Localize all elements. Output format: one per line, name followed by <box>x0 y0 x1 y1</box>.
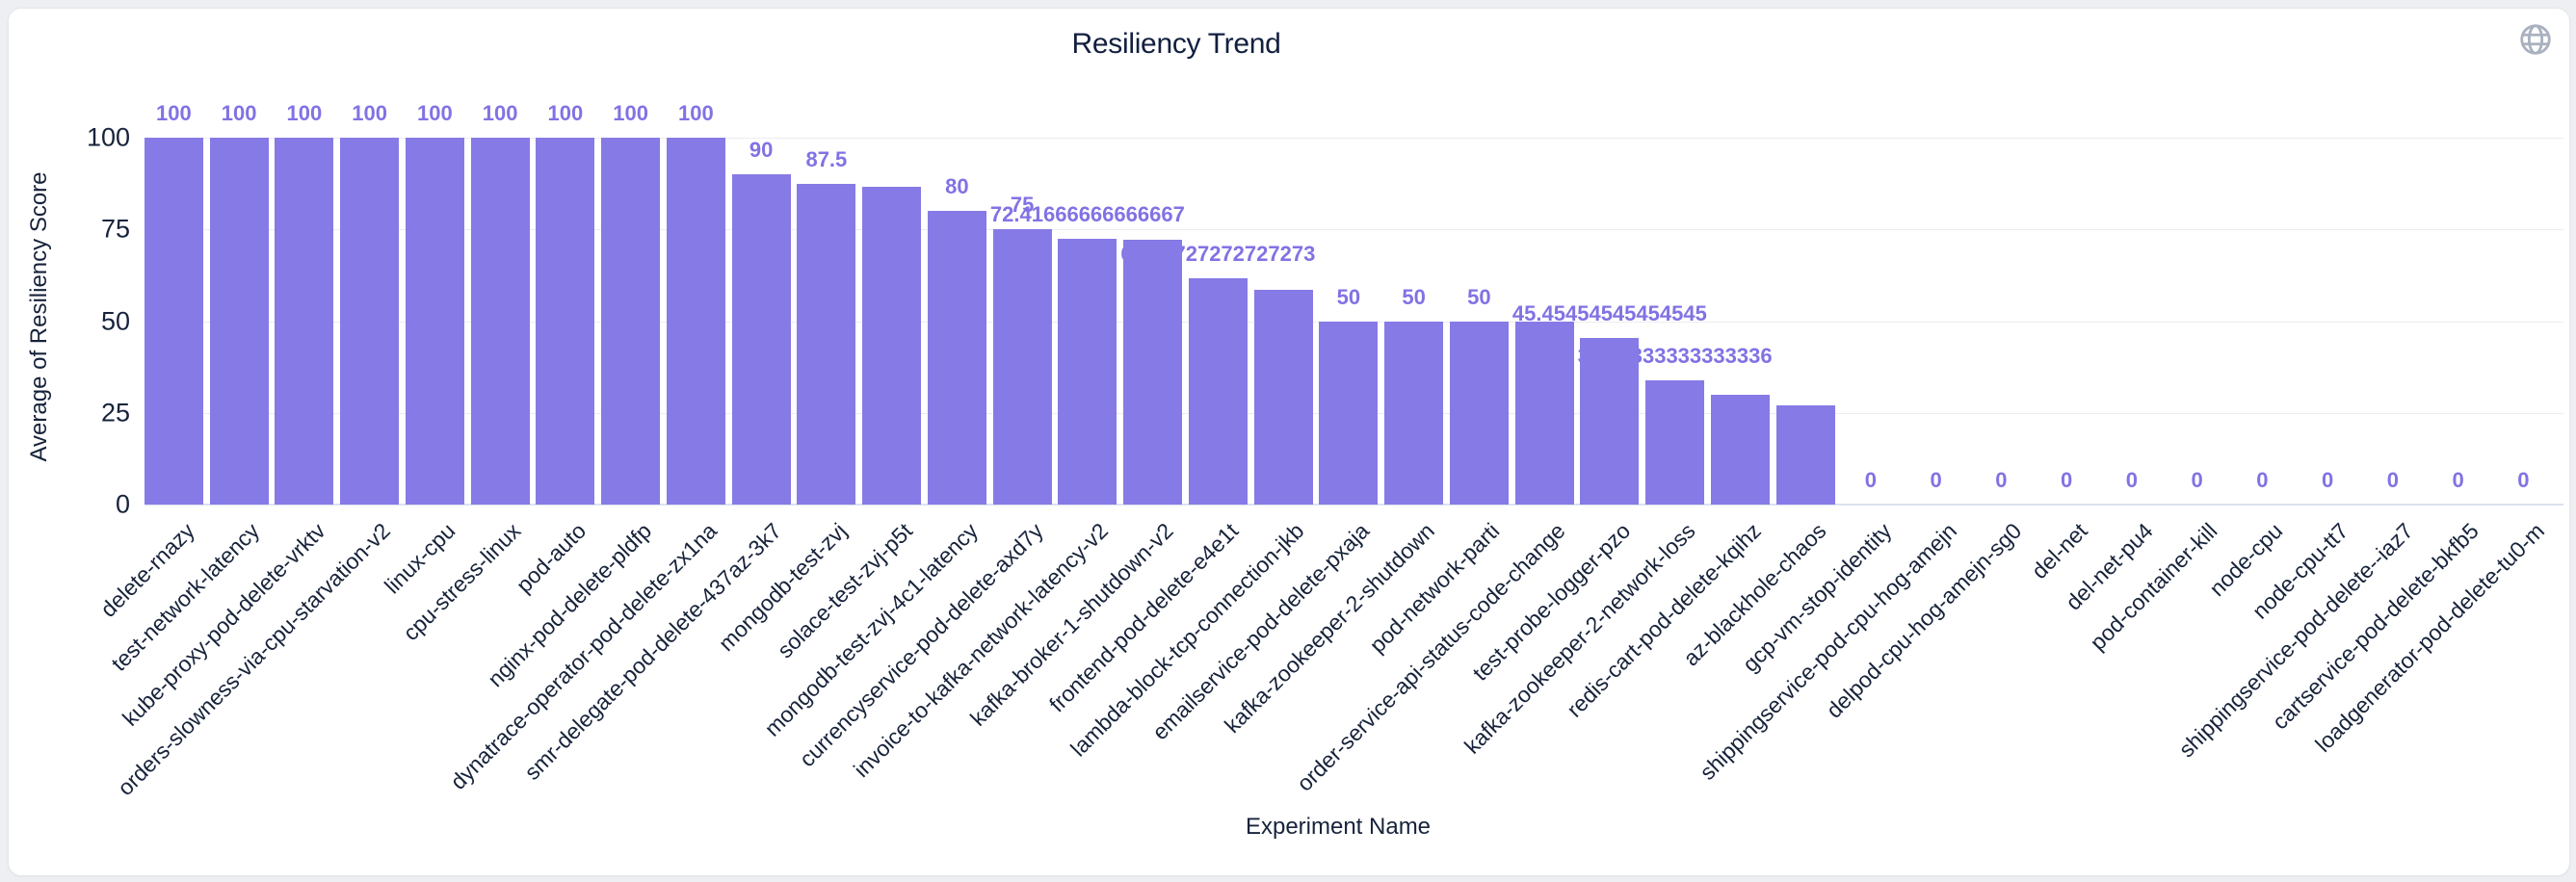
bar[interactable] <box>927 211 986 505</box>
plot-area: Average of Resiliency Score Experiment N… <box>9 9 2569 875</box>
bar[interactable] <box>731 174 791 505</box>
bar-value-label: 0 <box>2125 468 2138 492</box>
x-axis-title: Experiment Name <box>1245 814 1432 840</box>
bar[interactable] <box>1188 277 1248 505</box>
bar[interactable] <box>1645 380 1705 505</box>
bar-value-label: 0 <box>2191 468 2203 492</box>
bar-value-label: 80 <box>945 174 969 199</box>
bar[interactable] <box>601 138 661 505</box>
chart-title: Resiliency Trend <box>1071 28 1281 60</box>
bar-value-label: 87.5 <box>805 146 848 171</box>
bar-value-label: 75 <box>1010 193 1035 218</box>
x-axis-line <box>145 504 2563 506</box>
bar[interactable] <box>666 138 725 505</box>
bar[interactable] <box>1123 239 1183 505</box>
bar[interactable] <box>797 183 856 505</box>
bar-value-label: 72.41666666666667 <box>989 202 1185 227</box>
bar-value-label: 0 <box>2452 468 2464 492</box>
bar-value-label: 100 <box>286 101 323 125</box>
y-axis-tick-label: 0 <box>115 489 130 519</box>
bar-value-label: 50 <box>1402 284 1426 309</box>
bar-value-label: 0 <box>1995 468 2008 492</box>
x-axis-tick-label: shippingservice-pod-delete--iaz7 <box>2173 518 2419 763</box>
bar[interactable] <box>209 138 269 505</box>
bar-value-label: 100 <box>352 101 387 125</box>
bar[interactable] <box>1253 289 1313 505</box>
bar[interactable] <box>1775 405 1835 505</box>
bar[interactable] <box>275 138 334 505</box>
bar-value-label: 100 <box>482 101 518 125</box>
bar[interactable] <box>862 187 922 505</box>
bar-value-label: 100 <box>613 101 648 125</box>
bar[interactable] <box>536 138 595 505</box>
bar-value-label: 0 <box>2386 468 2399 492</box>
bar[interactable] <box>1514 321 1574 505</box>
globe-icon[interactable] <box>2517 21 2554 58</box>
bar[interactable] <box>1058 239 1117 505</box>
y-gridline <box>145 138 2563 139</box>
bar[interactable] <box>1580 337 1640 505</box>
chart-card: Resiliency Trend Average of Resiliency S… <box>8 8 2570 876</box>
bar-value-label: 0 <box>2061 468 2073 492</box>
y-axis-tick-label: 75 <box>100 214 130 244</box>
bar[interactable] <box>992 229 1052 505</box>
bar-value-label: 90 <box>749 138 774 163</box>
bar[interactable] <box>1449 321 1509 505</box>
bar-value-label: 0 <box>1864 468 1877 492</box>
bar-value-label: 100 <box>678 101 714 125</box>
y-axis-tick-label: 25 <box>100 398 130 428</box>
y-axis-tick-label: 100 <box>86 122 130 152</box>
bar[interactable] <box>1710 394 1770 505</box>
bar-value-label: 50 <box>1467 284 1491 309</box>
bar-value-label: 0 <box>2256 468 2269 492</box>
x-axis-tick-label: cpu-stress-linux <box>398 518 526 646</box>
bar-value-label: 0 <box>2322 468 2334 492</box>
bar[interactable] <box>470 138 530 505</box>
bar-value-label: 100 <box>547 101 584 125</box>
bar[interactable] <box>405 138 464 505</box>
bar-value-label: 100 <box>221 101 257 125</box>
y-axis-tick-label: 50 <box>100 306 130 335</box>
bar[interactable] <box>340 138 400 505</box>
bar-value-label: 100 <box>156 101 192 125</box>
bar-value-label: 100 <box>417 101 453 125</box>
bar-value-label: 50 <box>1336 284 1361 309</box>
bar[interactable] <box>1384 321 1444 505</box>
bar-value-label: 0 <box>1930 468 1942 492</box>
bar[interactable] <box>144 138 203 505</box>
y-gridline <box>145 229 2563 231</box>
bar[interactable] <box>1319 321 1379 505</box>
bar-value-label: 0 <box>2517 468 2530 492</box>
